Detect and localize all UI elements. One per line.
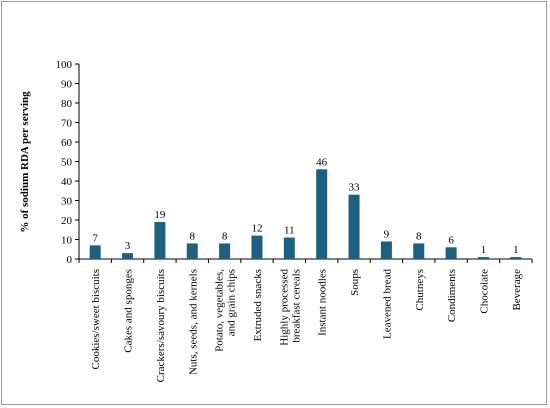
- category-label: Chutneys: [414, 269, 426, 311]
- y-tick-label: 40: [61, 176, 73, 188]
- category-labels: Cookies/sweet biscuits Cakes and sponges C…: [90, 269, 523, 383]
- category-label-line: Cakes and sponges: [123, 269, 135, 353]
- bar: [316, 169, 328, 259]
- data-label: 8: [416, 230, 422, 242]
- y-tick-label: 30: [61, 196, 73, 208]
- category-label: Crackers/savoury biscuits: [155, 269, 167, 382]
- category-label-line: Potato, vegetables,: [214, 269, 226, 352]
- category-label: Cookies/sweet biscuits: [90, 269, 102, 370]
- category-label: Chocolate: [478, 269, 490, 314]
- category-label: Leavened bread: [381, 269, 393, 339]
- category-label-line: Highly processed: [278, 269, 290, 346]
- category-label: Cakes and sponges: [123, 269, 135, 353]
- category-label-line: Soups: [349, 269, 361, 296]
- y-tick-label: 70: [61, 118, 73, 130]
- bar: [251, 235, 263, 259]
- bar: [283, 237, 295, 259]
- data-label: 11: [284, 225, 295, 237]
- bar: [122, 253, 134, 259]
- category-label: Instant noodles: [317, 269, 329, 336]
- y-tick-label: 0: [67, 254, 73, 266]
- category-label-line: Chocolate: [478, 269, 490, 314]
- y-axis: 0 10 20 30 40 50 60 70 80 90 100: [56, 59, 80, 266]
- bar: [219, 243, 231, 259]
- data-label: 7: [92, 232, 98, 244]
- y-tick-label: 80: [61, 98, 73, 110]
- category-label-line: Beverage: [511, 269, 523, 311]
- bar: [89, 245, 101, 259]
- data-label: 19: [154, 209, 166, 221]
- y-tick-label: 90: [61, 79, 73, 91]
- category-label: Beverage: [511, 269, 523, 311]
- category-label-line: Chutneys: [414, 269, 426, 311]
- data-label: 6: [448, 234, 454, 246]
- bar: [348, 194, 360, 259]
- category-label-line: Leavened bread: [381, 269, 393, 339]
- category-label: Condiments: [446, 269, 458, 322]
- bar: [380, 241, 392, 259]
- data-label: 1: [481, 244, 487, 256]
- data-label: 12: [251, 223, 262, 235]
- bar: [445, 247, 457, 259]
- category-label: Soups: [349, 269, 361, 296]
- x-axis: [78, 258, 533, 263]
- category-label-line: Instant noodles: [317, 269, 329, 336]
- y-tick-label: 20: [61, 215, 73, 227]
- category-label-line: Nuts, seeds, and kernels: [187, 269, 199, 375]
- category-label-line: and grain chips: [226, 269, 238, 336]
- y-tick-label: 100: [56, 59, 73, 71]
- bar: [510, 257, 522, 259]
- y-tick-label: 50: [61, 157, 73, 169]
- bar: [477, 257, 489, 259]
- data-label: 9: [384, 228, 390, 240]
- y-tick-label: 60: [61, 137, 73, 149]
- category-label-line: Crackers/savoury biscuits: [155, 269, 167, 382]
- bar: [186, 243, 198, 259]
- data-label: 46: [316, 156, 328, 168]
- category-label-line: Condiments: [446, 269, 458, 322]
- bars: [89, 169, 522, 259]
- y-tick-label: 10: [61, 235, 73, 247]
- data-label: 8: [222, 230, 228, 242]
- bar: [154, 221, 166, 259]
- data-label: 1: [513, 244, 519, 256]
- category-label: Nuts, seeds, and kernels: [187, 269, 199, 375]
- data-label: 3: [125, 240, 131, 252]
- category-label-line: breakfast cereals: [290, 269, 302, 343]
- category-label-line: Extruded snacks: [252, 269, 264, 341]
- bar: [413, 243, 425, 259]
- category-label-line: Cookies/sweet biscuits: [90, 269, 102, 370]
- data-label: 8: [190, 230, 196, 242]
- category-label: Potato, vegetables, and grain chips: [214, 269, 238, 352]
- data-label: 33: [349, 182, 361, 194]
- category-label: Highly processed breakfast cereals: [278, 269, 302, 346]
- y-axis-title: % of sodium RDA per serving: [19, 91, 31, 233]
- category-label: Extruded snacks: [252, 269, 264, 341]
